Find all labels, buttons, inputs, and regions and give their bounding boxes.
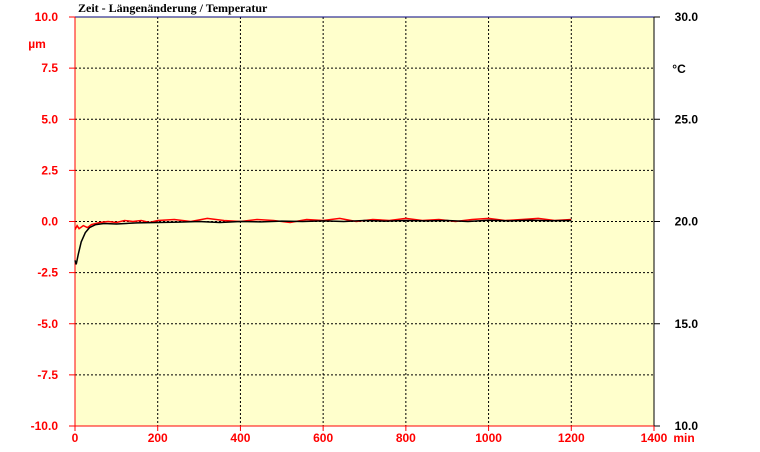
x-tick-label: 1400 <box>641 431 668 445</box>
left-axis-unit: µm <box>28 37 46 51</box>
x-tick-label: 1000 <box>475 431 502 445</box>
x-tick-label: 800 <box>396 431 416 445</box>
left-tick-label: 0.0 <box>41 215 58 229</box>
right-tick-label: 30.0 <box>675 10 699 24</box>
left-tick-label: -2.5 <box>37 266 58 280</box>
chart-title: Zeit - Längenänderung / Temperatur <box>78 1 268 15</box>
right-axis-unit: °C <box>672 62 686 76</box>
series-line-1 <box>74 219 572 265</box>
right-tick-label: 20.0 <box>675 215 699 229</box>
x-tick-label: 0 <box>72 431 79 445</box>
right-tick-label: 10.0 <box>675 419 699 433</box>
left-tick-label: 2.5 <box>41 163 58 177</box>
left-tick-label: 10.0 <box>35 10 59 24</box>
left-tick-label: 7.5 <box>41 61 58 75</box>
left-tick-label: 5.0 <box>41 112 58 126</box>
x-tick-label: 1200 <box>558 431 585 445</box>
x-tick-label: 200 <box>148 431 168 445</box>
x-axis-unit: min <box>673 431 694 445</box>
series-line-0 <box>74 217 572 231</box>
right-tick-label: 25.0 <box>675 112 699 126</box>
left-tick-label: -10.0 <box>31 419 59 433</box>
x-tick-label: 600 <box>313 431 333 445</box>
left-tick-label: -5.0 <box>37 317 58 331</box>
right-tick-label: 15.0 <box>675 317 699 331</box>
left-tick-label: -7.5 <box>37 368 58 382</box>
x-tick-label: 400 <box>230 431 250 445</box>
